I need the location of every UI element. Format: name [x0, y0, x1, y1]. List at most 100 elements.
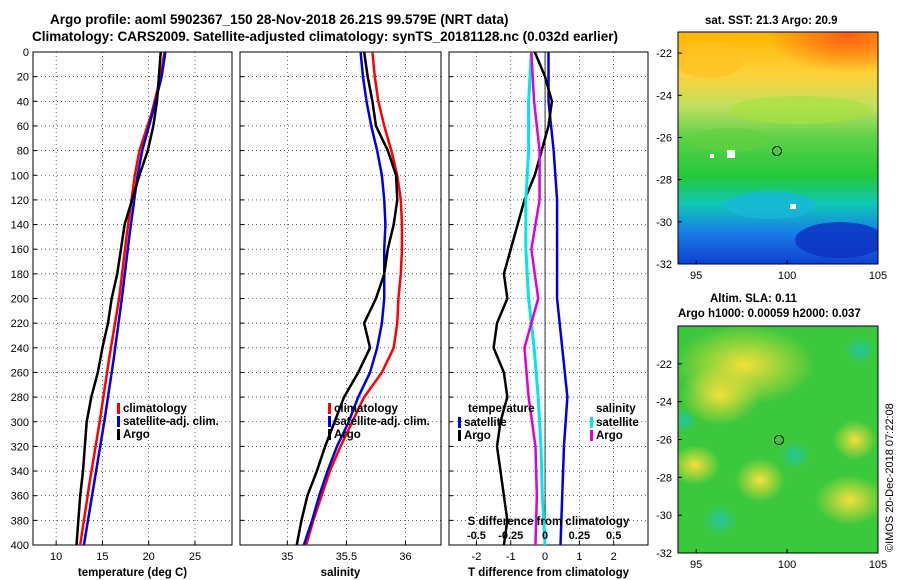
- difference-salinity-legend-label: satellite: [596, 417, 639, 429]
- sla-map-subtitle: Argo h1000: 0.00059 h2000: 0.037: [678, 308, 861, 320]
- difference-xtick-label: -2: [472, 551, 482, 563]
- salinity-legend-swatch: [328, 403, 331, 414]
- difference-xlabel-top: S difference from climatology: [468, 516, 630, 528]
- sla-argo-location-marker: [774, 435, 784, 445]
- sla-map-ytick-label: -26: [656, 435, 672, 447]
- sla-map-ytick-label: -32: [656, 548, 672, 560]
- salinity-xlabel: salinity: [321, 567, 361, 579]
- difference-salinity-legend-swatch: [590, 417, 593, 428]
- temperature-legend-swatch: [117, 403, 120, 414]
- sla-map-ytick-label: -30: [656, 510, 672, 522]
- difference-top-tick-label: 0.5: [606, 530, 621, 542]
- temperature-xtick-label: 10: [50, 551, 62, 563]
- temperature-xtick-label: 20: [143, 551, 155, 563]
- depth-tick-label: 40: [17, 96, 29, 108]
- sst-map-ytick-label: -32: [656, 259, 672, 271]
- salinity-xtick-label: 35.5: [336, 551, 357, 563]
- sla-map-ytick-label: -24: [656, 397, 672, 409]
- sla-map-axes: 95 100 105 -22 -24 -26 -28 -30 -32: [656, 359, 887, 571]
- difference-salinity-legend-label: Argo: [596, 430, 623, 442]
- sla-map-image: [678, 326, 878, 553]
- difference-legend-salinity-title: salinity: [596, 403, 636, 415]
- depth-tick-label: 160: [11, 244, 29, 256]
- sst-map-ytick-label: -26: [656, 132, 672, 144]
- difference-temperature-legend-swatch: [458, 430, 461, 441]
- series-salinity-satellite-line: [524, 51, 547, 546]
- temperature-legend-label: climatology: [123, 403, 188, 415]
- sla-map-xtick-label: 105: [869, 559, 887, 571]
- salinity-legend-swatch: [328, 429, 331, 440]
- difference-panel: -2 -1 0 1 2 T difference from climatology temp…: [448, 51, 649, 579]
- imos-watermark: ©IMOS 20-Dec-2018 07:22:08: [884, 403, 896, 552]
- temperature-xtick-label: 25: [189, 551, 201, 563]
- sst-map-frame: [677, 31, 879, 265]
- temperature-frame: [32, 51, 233, 546]
- temperature-legend-swatch: [117, 416, 120, 427]
- depth-tick-label: 400: [11, 540, 29, 552]
- difference-top-tick-label: -0.5: [467, 530, 486, 542]
- series-satellite-adj-clim--line: [82, 51, 167, 546]
- depth-tick-label: 240: [11, 343, 29, 355]
- depth-tick-label: 20: [17, 72, 29, 84]
- salinity-legend-swatch: [328, 416, 331, 427]
- depth-tick-label: 360: [11, 491, 29, 503]
- salinity-frame: [239, 51, 442, 546]
- difference-top-tick-label: -0.25: [498, 530, 523, 542]
- temperature-xlabel: temperature (deg C): [78, 567, 187, 579]
- depth-tick-label: 380: [11, 515, 29, 527]
- salinity-xtick-label: 35: [281, 551, 293, 563]
- difference-temperature-legend-label: satellite: [464, 417, 507, 429]
- sst-map-axes: 95 100 105 -22 -24 -26 -28 -30 -32: [656, 48, 887, 282]
- sst-map-ytick-label: -22: [656, 48, 672, 60]
- sst-map-xtick-label: 95: [690, 270, 702, 282]
- series-argo-line: [75, 51, 162, 546]
- series-salinity-argo-line: [523, 51, 541, 546]
- depth-tick-label: 100: [11, 170, 29, 182]
- depth-tick-label: 140: [11, 220, 29, 232]
- difference-xtick-label: 0: [542, 551, 548, 563]
- depth-tick-label: 220: [11, 318, 29, 330]
- sst-map-xtick-label: 105: [869, 270, 887, 282]
- salinity-legend-label: satellite-adj. clim.: [334, 416, 430, 428]
- depth-tick-label: 300: [11, 417, 29, 429]
- difference-salinity-legend-swatch: [590, 430, 593, 441]
- salinity-xtick-label: 36: [399, 551, 411, 563]
- salinity-legend-label: Argo: [334, 429, 361, 441]
- temperature-panel: 10 15 20 25 0 20 40 60 80 100 120 140 160 180 200 220 24…: [11, 47, 233, 579]
- difference-xtick-label: 2: [611, 551, 617, 563]
- difference-legend-temperature-title: temperature: [468, 403, 534, 415]
- depth-tick-label: 80: [17, 146, 29, 158]
- figure-title-line2: Climatology: CARS2009. Satellite-adjuste…: [32, 29, 618, 44]
- difference-temperature-legend-swatch: [458, 417, 461, 428]
- series-argo-line: [295, 51, 399, 546]
- figure-title-line1: Argo profile: aoml 5902367_150 28-Nov-20…: [50, 12, 508, 27]
- depth-tick-label: 280: [11, 392, 29, 404]
- depth-tick-label: 200: [11, 294, 29, 306]
- temperature-xtick-label: 15: [96, 551, 108, 563]
- series-temperature-satellite-line: [547, 52, 569, 546]
- temperature-legend-label: satellite-adj. clim.: [123, 416, 219, 428]
- sla-map-title: Altim. SLA: 0.11: [710, 293, 798, 305]
- sst-argo-location-marker: [772, 146, 782, 156]
- salinity-panel: 35 35.5 36 salinity climatologysatellite-adj…: [239, 51, 442, 579]
- series-climatology-line: [305, 51, 404, 546]
- salinity-legend-label: climatology: [334, 403, 399, 415]
- temperature-legend-label: Argo: [123, 429, 150, 441]
- sst-map-ytick-label: -30: [656, 217, 672, 229]
- depth-tick-label: 120: [11, 195, 29, 207]
- difference-xlabel: T difference from climatology: [468, 567, 630, 579]
- sst-map-ytick-label: -28: [656, 175, 672, 187]
- sst-map-ytick-label: -24: [656, 90, 672, 102]
- difference-top-tick-label: 0.25: [569, 530, 590, 542]
- depth-tick-label: 260: [11, 367, 29, 379]
- sst-map-title: sat. SST: 21.3 Argo: 20.9: [705, 15, 838, 27]
- sla-map-xtick-label: 95: [690, 559, 702, 571]
- difference-temperature-legend-label: Argo: [464, 430, 491, 442]
- depth-tick-label: 60: [17, 121, 29, 133]
- series-satellite-adj-clim--line: [302, 51, 387, 546]
- temperature-legend-swatch: [117, 429, 120, 440]
- sla-map-ytick-label: -22: [656, 359, 672, 371]
- sst-map-image: [678, 32, 878, 264]
- depth-tick-label: 180: [11, 269, 29, 281]
